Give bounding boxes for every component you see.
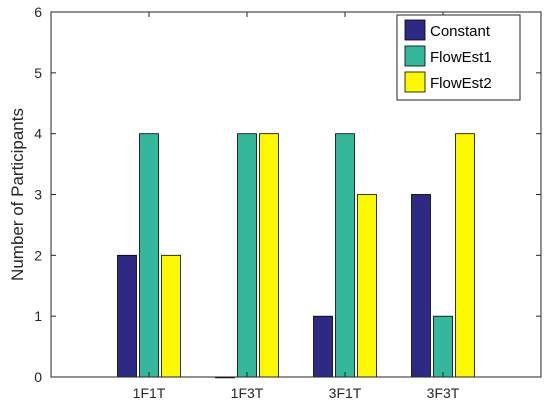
- y-tick-label: 1: [34, 308, 42, 324]
- bar-FlowEst2-3F1T: [357, 194, 377, 378]
- bar-FlowEst1-3F3T: [433, 315, 453, 378]
- legend-swatch-Constant: [404, 19, 426, 41]
- bar-FlowEst2-1F3T: [259, 133, 279, 378]
- bar-Constant-3F3T: [411, 194, 431, 378]
- bar-Constant-3F1T: [313, 315, 333, 378]
- x-tick-label: 1F3T: [231, 385, 264, 401]
- bar-FlowEst1-1F3T: [237, 133, 257, 378]
- x-tick-label: 3F3T: [427, 385, 460, 401]
- y-axis-title: Number of Participants: [8, 108, 27, 281]
- y-tick-label: 0: [34, 369, 42, 385]
- y-tick-label: 3: [34, 187, 42, 203]
- bar-FlowEst1-3F1T: [335, 133, 355, 378]
- axes-layer: 0 1 2 3 4 5 6 1F1T 1F3T 3F1T 3F3T: [34, 4, 542, 401]
- bar-Constant-1F1T: [117, 254, 137, 378]
- legend-swatch-FlowEst1: [404, 45, 426, 67]
- legend-swatch-FlowEst2: [404, 71, 426, 93]
- y-tick-label: 4: [34, 126, 42, 142]
- y-tick-label: 6: [34, 4, 42, 20]
- legend: Constant FlowEst1 FlowEst2: [396, 14, 521, 101]
- bar-FlowEst1-1F1T: [139, 133, 159, 378]
- x-tick-label: 3F1T: [329, 385, 362, 401]
- legend-label-FlowEst1: FlowEst1: [430, 49, 492, 66]
- legend-label-Constant: Constant: [430, 23, 491, 40]
- legend-label-FlowEst2: FlowEst2: [430, 75, 492, 92]
- y-tick-label: 2: [34, 247, 42, 263]
- x-tick-label: 1F1T: [133, 385, 166, 401]
- bar-FlowEst2-3F3T: [455, 133, 475, 378]
- y-tick-label: 5: [34, 65, 42, 81]
- bars-layer: [117, 133, 475, 379]
- bar-FlowEst2-1F1T: [161, 254, 181, 378]
